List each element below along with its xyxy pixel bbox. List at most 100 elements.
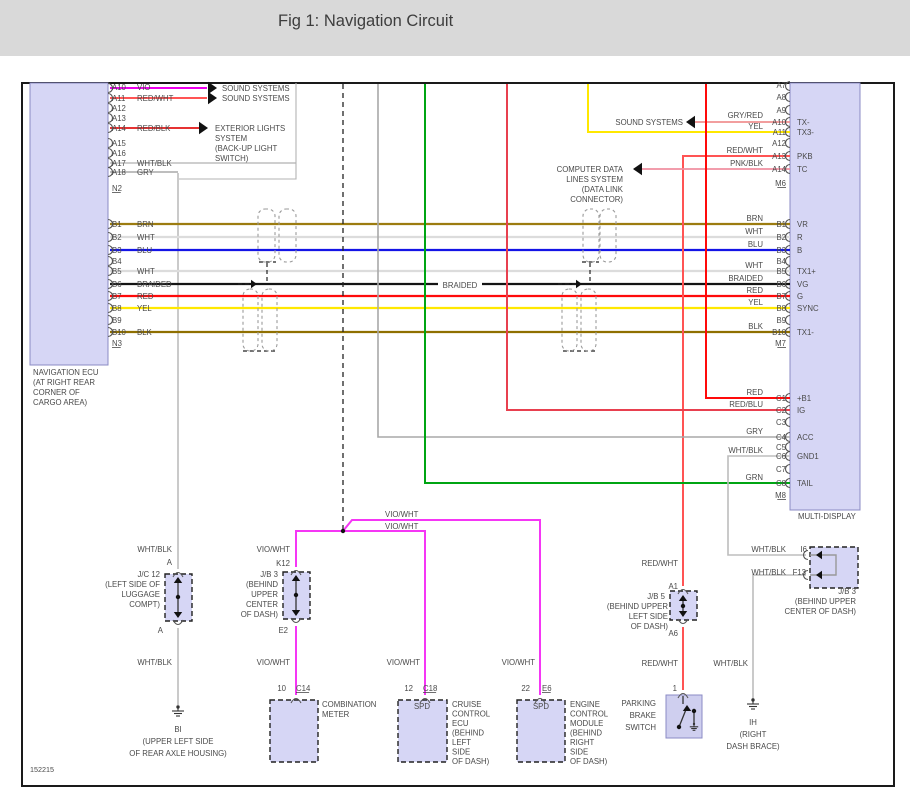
label: 152215 <box>30 765 54 774</box>
label: LUGGAGE <box>121 590 160 599</box>
junction-dot <box>175 594 181 600</box>
label: B4 <box>776 257 786 266</box>
label: IH <box>749 718 757 727</box>
label: TX1- <box>797 328 814 337</box>
label: SOUND SYSTEMS <box>222 94 290 103</box>
label: GRY/RED <box>728 111 764 120</box>
pin-arc-icon <box>172 571 184 578</box>
label: TX3- <box>797 128 814 137</box>
label: RED/WHT <box>642 659 679 668</box>
label: CENTER <box>246 600 278 609</box>
label: B1 <box>776 220 786 229</box>
label: YEL <box>748 122 763 131</box>
arrow-icon <box>173 612 183 618</box>
label: C14 <box>296 684 311 693</box>
label: C1 <box>776 394 786 403</box>
label: A7 <box>776 81 786 90</box>
pin-hook-icon <box>802 549 809 561</box>
label: A13 <box>112 114 126 123</box>
label: B10 <box>772 328 787 337</box>
shield-capsule <box>561 288 578 352</box>
label: SWITCH <box>625 723 656 732</box>
pin-hook-icon <box>784 265 791 277</box>
label: WHT/BLK <box>137 545 172 554</box>
label: RED <box>747 388 764 397</box>
label: J/B 5 <box>647 592 665 601</box>
label: B5 <box>112 267 122 276</box>
pin-hook-icon <box>784 150 791 162</box>
pin-hook-icon <box>784 431 791 443</box>
junction-dot <box>676 724 682 730</box>
label: (BEHIND UPPER <box>607 602 668 611</box>
label: BRN <box>747 214 763 223</box>
label: VIO/WHT <box>387 658 421 667</box>
wire-segment <box>727 455 806 556</box>
label: VIO/WHT <box>257 545 291 554</box>
label: BLK <box>748 322 764 331</box>
label: WHT/BLK <box>137 159 172 168</box>
label: A14 <box>112 124 127 133</box>
label: COMPUTER DATA <box>557 165 624 174</box>
label-mask <box>438 280 482 289</box>
label: RED/WHT <box>137 94 174 103</box>
wire-segment <box>506 84 790 411</box>
label: A <box>158 626 164 635</box>
label: BI <box>174 725 181 734</box>
label: K12 <box>276 559 290 568</box>
arrow-icon <box>199 121 208 135</box>
label: A <box>167 558 173 567</box>
label: A1 <box>668 582 678 591</box>
label: A11 <box>112 94 125 103</box>
wire-segment <box>343 530 426 695</box>
label: A15 <box>112 139 127 148</box>
label: C18 <box>423 684 437 693</box>
label: WHT <box>137 267 155 276</box>
label: IG <box>797 406 805 415</box>
label: B6 <box>776 280 786 289</box>
label: (UPPER LEFT SIDE <box>143 737 214 746</box>
label: PARKING <box>621 699 656 708</box>
label: B <box>797 246 802 255</box>
label: C6 <box>776 452 786 461</box>
pin-hook-icon <box>784 314 791 326</box>
label: ACC <box>797 433 814 442</box>
pin-hook-icon <box>784 477 791 489</box>
label: B9 <box>776 316 786 325</box>
label: CONNECTOR) <box>570 195 623 204</box>
label: B7 <box>112 292 122 301</box>
label: SYSTEM <box>215 134 247 143</box>
pin-hook-icon <box>784 290 791 302</box>
label: A8 <box>776 93 786 102</box>
label: B9 <box>112 316 122 325</box>
pin-hook-icon <box>107 92 114 104</box>
label: A9 <box>776 106 786 115</box>
pin-hook-icon <box>784 231 791 243</box>
label: OF DASH) <box>241 610 279 619</box>
label: VIO/WHT <box>257 658 291 667</box>
pin-arc-icon <box>290 569 302 576</box>
pin-hook-icon <box>107 278 114 290</box>
label: SPD <box>414 702 430 711</box>
label: RED <box>747 286 764 295</box>
label: MULTI-DISPLAY <box>798 512 857 521</box>
label: B6 <box>112 280 122 289</box>
label: LINES SYSTEM <box>566 175 623 184</box>
pin-hook-icon <box>784 80 791 92</box>
wire-segment <box>587 84 790 133</box>
label: BRAIDED <box>137 280 172 289</box>
arrow-icon <box>686 115 695 129</box>
label: C8 <box>776 479 786 488</box>
pin-hook-icon <box>107 102 114 114</box>
shield-capsule <box>580 288 597 352</box>
pin-arc-icon <box>677 692 689 699</box>
pin-hook-icon <box>107 137 114 149</box>
box <box>29 82 109 366</box>
label: 12 <box>404 684 413 693</box>
label: CONTROL <box>452 710 491 719</box>
label: C3 <box>776 418 786 427</box>
pin-hook-icon <box>784 244 791 256</box>
label: VIO/WHT <box>502 658 536 667</box>
label: BRAKE <box>630 711 656 720</box>
pin-hook-icon <box>784 255 791 267</box>
